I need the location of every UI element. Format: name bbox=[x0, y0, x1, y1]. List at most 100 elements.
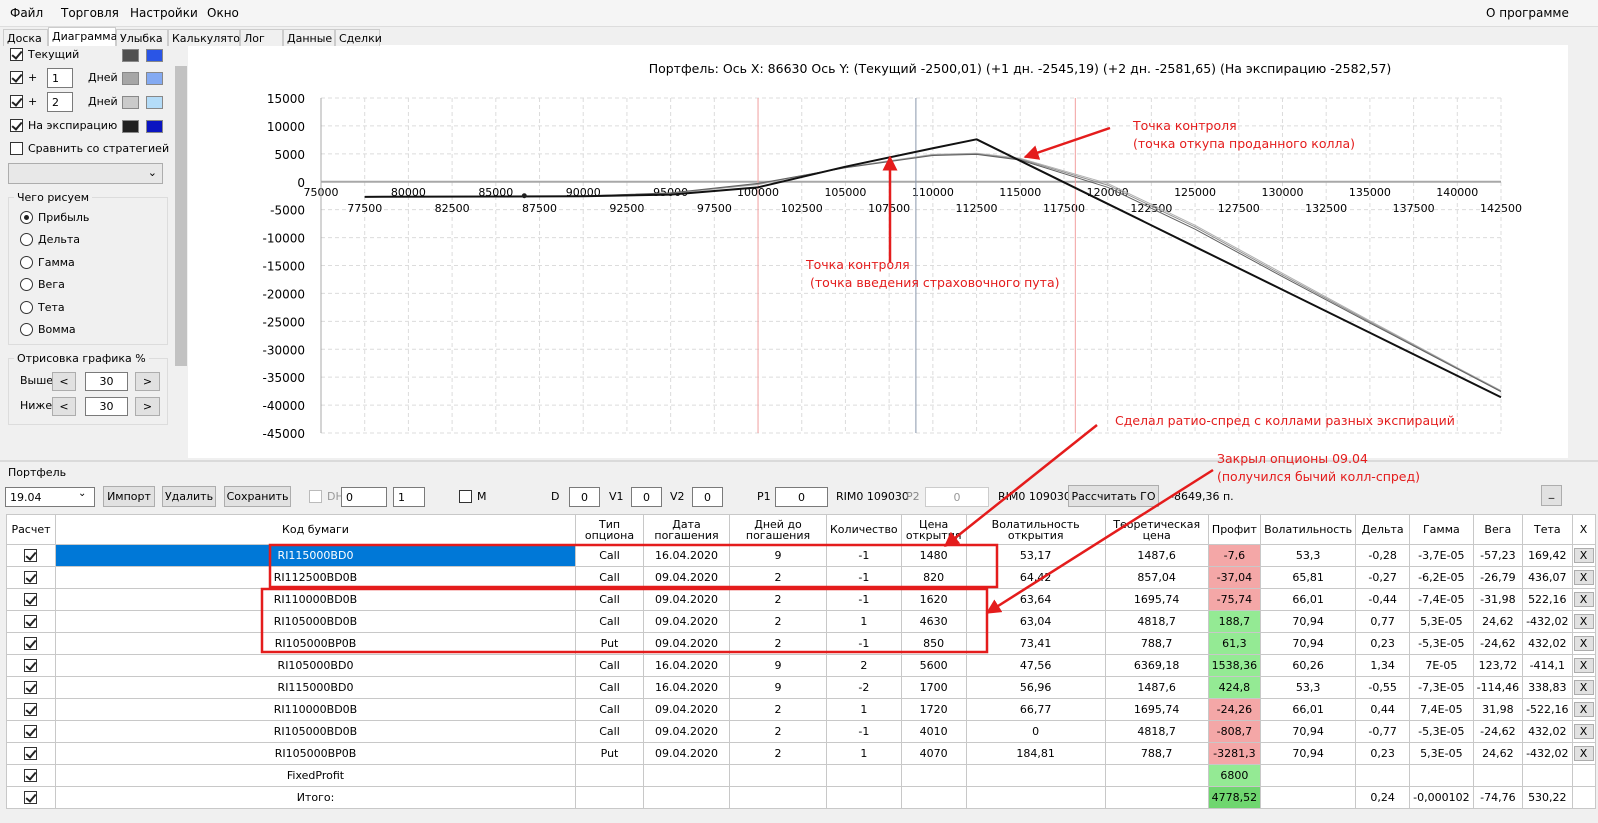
table-row[interactable]: RI105000BP0B Put 09.04.2020 2 1 4070 184,81 788… bbox=[6, 742, 1596, 765]
menu-item[interactable]: Настройки bbox=[130, 6, 198, 20]
radio[interactable] bbox=[20, 278, 33, 291]
checkbox[interactable] bbox=[24, 549, 37, 562]
checkbox[interactable] bbox=[10, 48, 23, 61]
table-row[interactable]: Итого: 4778,52 0,24 -0,000102 -74,76 530,22 bbox=[6, 786, 1596, 809]
calc-cell[interactable] bbox=[6, 566, 56, 589]
spin[interactable]: 1 bbox=[393, 487, 425, 507]
calc-cell[interactable] bbox=[6, 654, 56, 677]
button[interactable]: > bbox=[135, 372, 160, 391]
checkbox[interactable] bbox=[24, 571, 37, 584]
table-row[interactable]: RI105000BD0B Call 09.04.2020 2 -1 4010 0 4818,7… bbox=[6, 720, 1596, 743]
tab[interactable]: Данные bbox=[283, 29, 335, 46]
column-header[interactable]: Цена открытия bbox=[900, 514, 967, 545]
dropdown[interactable]: ⌄ bbox=[8, 163, 163, 184]
calc-cell[interactable] bbox=[6, 610, 56, 633]
calc-cell[interactable] bbox=[6, 786, 56, 809]
value-field[interactable]: 30 bbox=[85, 397, 128, 416]
checkbox[interactable] bbox=[24, 769, 37, 782]
column-header[interactable]: Количество bbox=[826, 514, 902, 545]
tab[interactable]: Диаграмма bbox=[48, 27, 117, 46]
radio[interactable] bbox=[20, 211, 33, 224]
calc-cell[interactable] bbox=[6, 632, 56, 655]
column-header[interactable]: Гамма bbox=[1409, 514, 1474, 545]
value-field[interactable]: 30 bbox=[85, 372, 128, 391]
menu-item[interactable]: Окно bbox=[207, 6, 239, 20]
spin[interactable]: 0 bbox=[341, 487, 387, 507]
splitter[interactable] bbox=[0, 460, 1598, 462]
button[interactable]: Рассчитать ГО bbox=[1068, 485, 1159, 507]
checkbox[interactable] bbox=[24, 791, 37, 804]
color-swatch[interactable] bbox=[146, 72, 163, 85]
radio[interactable] bbox=[20, 301, 33, 314]
calc-cell[interactable] bbox=[6, 676, 56, 699]
scroll-thumb[interactable] bbox=[175, 66, 187, 366]
column-header[interactable]: Дельта bbox=[1355, 514, 1411, 545]
column-header[interactable]: Расчет bbox=[6, 514, 56, 545]
calc-cell[interactable] bbox=[6, 764, 56, 787]
column-header[interactable]: Дата погашения bbox=[643, 514, 730, 545]
tab[interactable]: Лог bbox=[240, 29, 283, 46]
field[interactable]: 0 bbox=[775, 487, 828, 507]
calc-cell[interactable] bbox=[6, 720, 56, 743]
menu-item[interactable]: О программе bbox=[1486, 6, 1569, 20]
calc-cell[interactable] bbox=[6, 544, 56, 567]
delete-button[interactable]: X bbox=[1573, 592, 1594, 607]
color-swatch[interactable] bbox=[122, 120, 139, 133]
delete-button[interactable]: X bbox=[1573, 548, 1594, 563]
table-row[interactable]: RI105000BD0B Call 09.04.2020 2 1 4630 63,04 481… bbox=[6, 610, 1596, 633]
calc-cell[interactable] bbox=[6, 588, 56, 611]
button[interactable]: > bbox=[135, 397, 160, 416]
checkbox[interactable] bbox=[24, 681, 37, 694]
delete-button[interactable]: X bbox=[1573, 724, 1594, 739]
checkbox[interactable] bbox=[24, 725, 37, 738]
table-row[interactable]: RI105000BP0B Put 09.04.2020 2 -1 850 73,41 788,… bbox=[6, 632, 1596, 655]
checkbox[interactable] bbox=[459, 490, 472, 503]
table-row[interactable]: FixedProfit 6800 bbox=[6, 764, 1596, 787]
menu-item[interactable]: Файл bbox=[10, 6, 44, 20]
field[interactable]: 0 bbox=[925, 487, 989, 507]
table-row[interactable]: RI110000BD0B Call 09.04.2020 2 1 1720 66,77 169… bbox=[6, 698, 1596, 721]
checkbox[interactable] bbox=[24, 747, 37, 760]
radio[interactable] bbox=[20, 233, 33, 246]
calc-cell[interactable] bbox=[6, 698, 56, 721]
button[interactable]: Сохранить bbox=[224, 486, 291, 507]
color-swatch[interactable] bbox=[122, 96, 139, 109]
column-header[interactable]: Волатильность bbox=[1260, 514, 1357, 545]
checkbox[interactable] bbox=[24, 637, 37, 650]
delete-button[interactable]: X bbox=[1573, 636, 1594, 651]
column-header[interactable]: Тета bbox=[1522, 514, 1573, 545]
delete-button[interactable]: X bbox=[1573, 614, 1594, 629]
color-swatch[interactable] bbox=[146, 49, 163, 62]
tab[interactable]: Улыбка bbox=[116, 29, 168, 46]
checkbox[interactable] bbox=[24, 703, 37, 716]
checkbox[interactable] bbox=[24, 593, 37, 606]
checkbox[interactable] bbox=[24, 615, 37, 628]
button[interactable]: Удалить bbox=[162, 486, 216, 507]
checkbox[interactable] bbox=[10, 95, 23, 108]
menu-item[interactable]: Торговля bbox=[61, 6, 119, 20]
delete-button[interactable]: X bbox=[1573, 570, 1594, 585]
button[interactable]: _ bbox=[1541, 485, 1562, 506]
tab[interactable]: Сделки bbox=[335, 29, 382, 46]
table-row[interactable]: RI112500BD0B Call 09.04.2020 2 -1 820 64,42 857… bbox=[6, 566, 1596, 589]
button[interactable]: < bbox=[52, 397, 76, 416]
checkbox[interactable] bbox=[24, 659, 37, 672]
color-swatch[interactable] bbox=[122, 49, 139, 62]
delete-button[interactable]: X bbox=[1573, 658, 1594, 673]
color-swatch[interactable] bbox=[122, 72, 139, 85]
column-header[interactable]: Тип опциона bbox=[575, 514, 644, 545]
column-header[interactable]: Вега bbox=[1472, 514, 1524, 545]
column-header[interactable]: Теоретическая цена bbox=[1104, 514, 1209, 545]
column-header[interactable]: Дней до погашения bbox=[729, 514, 827, 545]
checkbox[interactable] bbox=[309, 490, 322, 503]
table-row[interactable]: RI105000BD0 Call 16.04.2020 9 2 5600 47,56 6369… bbox=[6, 654, 1596, 677]
tab[interactable]: Доска bbox=[3, 29, 48, 46]
button[interactable]: < bbox=[52, 372, 76, 391]
table-row[interactable]: RI110000BD0B Call 09.04.2020 2 -1 1620 63,64 16… bbox=[6, 588, 1596, 611]
column-header[interactable]: Профит bbox=[1207, 514, 1262, 545]
radio[interactable] bbox=[20, 323, 33, 336]
days-input[interactable]: 2 bbox=[47, 92, 73, 112]
field[interactable]: 0 bbox=[631, 487, 662, 507]
column-header[interactable]: X bbox=[1571, 514, 1596, 545]
delete-button[interactable]: X bbox=[1573, 702, 1594, 717]
